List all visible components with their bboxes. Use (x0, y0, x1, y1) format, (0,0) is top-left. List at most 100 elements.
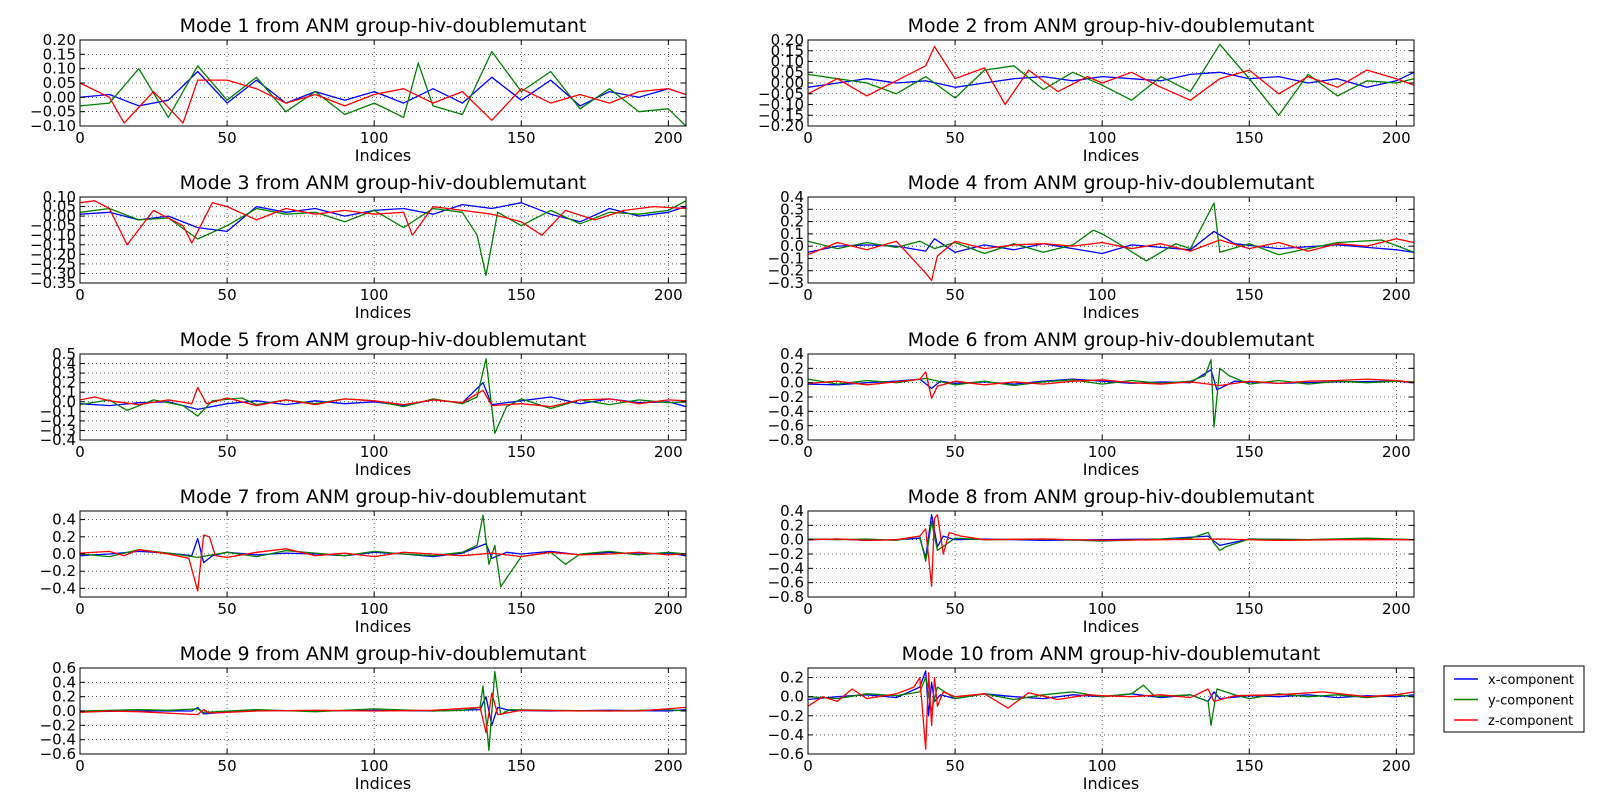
series-group (808, 670, 1414, 750)
subplot-mode-6: Mode 6 from ANM group-hiv-doublemutant −0… (768, 329, 1415, 479)
y-tick-label: −0.4 (40, 731, 76, 749)
subplot-mode-5: Mode 5 from ANM group-hiv-doublemutant −0… (40, 329, 687, 479)
x-tick-label: 150 (507, 757, 536, 775)
y-tick-label: 0.15 (771, 42, 804, 60)
x-tick-label: 150 (507, 443, 536, 461)
y-tick-label: 0.00 (43, 88, 76, 106)
y-tick-label: 0.2 (52, 688, 76, 706)
x-axis-label: Indices (355, 460, 411, 479)
y-tick-label: 0.2 (780, 669, 804, 687)
axes-frame (807, 353, 1415, 441)
series-group (80, 50, 686, 126)
series-line-z-component (808, 45, 1414, 106)
subplot-title: Mode 4 from ANM group-hiv-doublemutant (908, 172, 1315, 194)
y-tick-label: −0.10 (758, 96, 804, 114)
x-tick-label: 0 (803, 600, 813, 618)
series-line-x-component (80, 202, 686, 233)
series-group (808, 43, 1414, 116)
subplot-title: Mode 8 from ANM group-hiv-doublemutant (908, 486, 1315, 508)
y-tick-label: −0.4 (40, 579, 76, 597)
x-tick-label: 50 (218, 600, 237, 618)
y-tick-label: −0.20 (30, 245, 76, 263)
y-tick-label: −0.15 (30, 236, 76, 254)
legend-label: z-component (1488, 714, 1573, 729)
series-line-y-component (808, 676, 1414, 726)
x-tick-label: 0 (803, 757, 813, 775)
y-tick-label: 0.4 (780, 345, 804, 363)
y-tick-label: 0.4 (52, 673, 76, 691)
legend-label: x-component (1488, 673, 1574, 688)
y-tick-label: 0.4 (52, 511, 76, 529)
y-tick-label: −0.30 (30, 264, 76, 282)
y-tick-label: 0.4 (780, 188, 804, 206)
x-tick-label: 100 (360, 600, 389, 618)
y-tick-label: 0.05 (771, 63, 804, 81)
x-axis-label: Indices (355, 146, 411, 165)
series-line-z-component (808, 238, 1414, 282)
legend-label: y-component (1488, 694, 1574, 709)
y-tick-label: 0.2 (780, 213, 804, 231)
x-axis-label: Indices (1083, 460, 1139, 479)
subplot-title: Mode 1 from ANM group-hiv-doublemutant (180, 15, 587, 37)
x-tick-label: 150 (1235, 286, 1264, 304)
x-tick-label: 200 (1382, 443, 1411, 461)
y-tick-label: −0.20 (758, 117, 804, 135)
series-line-z-component (80, 692, 686, 734)
x-tick-label: 50 (218, 129, 237, 147)
x-tick-label: 50 (946, 757, 965, 775)
x-tick-label: 200 (654, 129, 683, 147)
series-line-x-component (808, 670, 1414, 717)
subplot-mode-2: Mode 2 from ANM group-hiv-doublemutant −0… (758, 15, 1415, 165)
subplot-title: Mode 5 from ANM group-hiv-doublemutant (180, 329, 587, 351)
series-line-x-component (80, 70, 686, 107)
y-tick-label: 0.2 (780, 359, 804, 377)
series-group (808, 202, 1414, 282)
y-tick-label: 0.05 (43, 74, 76, 92)
y-tick-label: −0.2 (768, 545, 804, 563)
y-tick-label: 0.2 (52, 374, 76, 392)
y-tick-label: 0.0 (780, 531, 804, 549)
series-line-y-component (80, 50, 686, 126)
subplot-title: Mode 9 from ANM group-hiv-doublemutant (180, 643, 587, 665)
y-tick-label: −0.6 (768, 417, 804, 435)
y-tick-label: 0.1 (780, 225, 804, 243)
series-line-y-component (808, 202, 1414, 262)
axes-frame (79, 353, 687, 441)
series-line-z-component (80, 534, 686, 592)
x-tick-label: 0 (75, 129, 85, 147)
y-tick-label: 0.2 (780, 516, 804, 534)
series-line-z-component (808, 513, 1414, 587)
series-group (808, 513, 1414, 587)
series-group (808, 359, 1414, 428)
x-tick-label: 100 (360, 129, 389, 147)
subplot-title: Mode 6 from ANM group-hiv-doublemutant (908, 329, 1315, 351)
x-tick-label: 50 (946, 286, 965, 304)
y-tick-label: −0.2 (40, 716, 76, 734)
subplot-title: Mode 7 from ANM group-hiv-doublemutant (180, 486, 587, 508)
y-tick-label: −0.2 (768, 262, 804, 280)
y-tick-label: 0.0 (52, 702, 76, 720)
series-group (80, 358, 686, 434)
x-tick-label: 150 (1235, 757, 1264, 775)
subplot-title: Mode 3 from ANM group-hiv-doublemutant (180, 172, 587, 194)
subplot-mode-3: Mode 3 from ANM group-hiv-doublemutant −0… (30, 172, 687, 322)
y-tick-label: 0.6 (52, 659, 76, 677)
x-tick-label: 200 (654, 757, 683, 775)
y-tick-label: 0.0 (780, 688, 804, 706)
x-tick-label: 50 (218, 443, 237, 461)
x-axis-label: Indices (355, 617, 411, 636)
series-line-z-component (80, 200, 686, 246)
series-line-z-component (808, 672, 1414, 750)
x-tick-label: 50 (946, 129, 965, 147)
subplot-mode-4: Mode 4 from ANM group-hiv-doublemutant −0… (768, 172, 1415, 322)
axes-frame (807, 196, 1415, 284)
y-tick-label: −0.4 (40, 431, 76, 449)
y-tick-label: 0.0 (780, 237, 804, 255)
y-tick-label: −0.10 (30, 117, 76, 135)
subplot-mode-8: Mode 8 from ANM group-hiv-doublemutant −0… (768, 486, 1415, 636)
x-tick-label: 50 (946, 600, 965, 618)
series-group (80, 200, 686, 277)
y-tick-label: −0.25 (30, 255, 76, 273)
x-tick-label: 100 (1088, 286, 1117, 304)
